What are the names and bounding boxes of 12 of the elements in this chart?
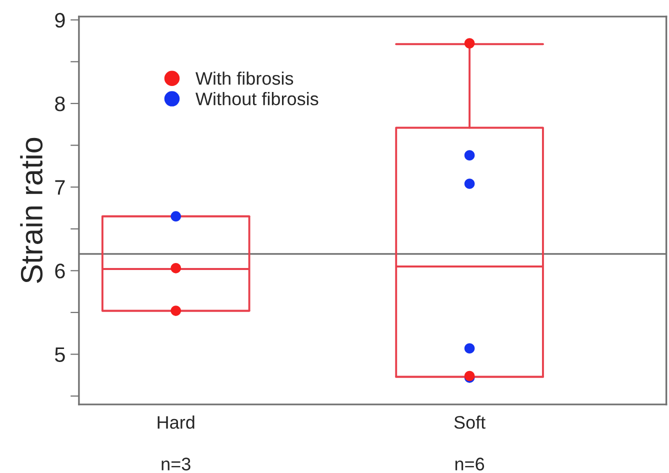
y-tick-label: 9 (55, 12, 65, 28)
y-axis-title: Strain ratio (20, 138, 43, 283)
y-tick-label: 5 (54, 347, 65, 362)
legend-label: Without fibrosis (196, 92, 318, 106)
y-tick-label: 7 (55, 180, 65, 195)
text: n=6 (455, 458, 484, 470)
text: n=3 (162, 458, 190, 470)
y-tick-label: 8 (55, 96, 65, 112)
x-tick-label: Hard (158, 416, 194, 429)
x-tick-label: Soft (454, 416, 486, 429)
y-tick-label: 6 (55, 264, 65, 278)
legend-label: With fibrosis (196, 72, 294, 85)
